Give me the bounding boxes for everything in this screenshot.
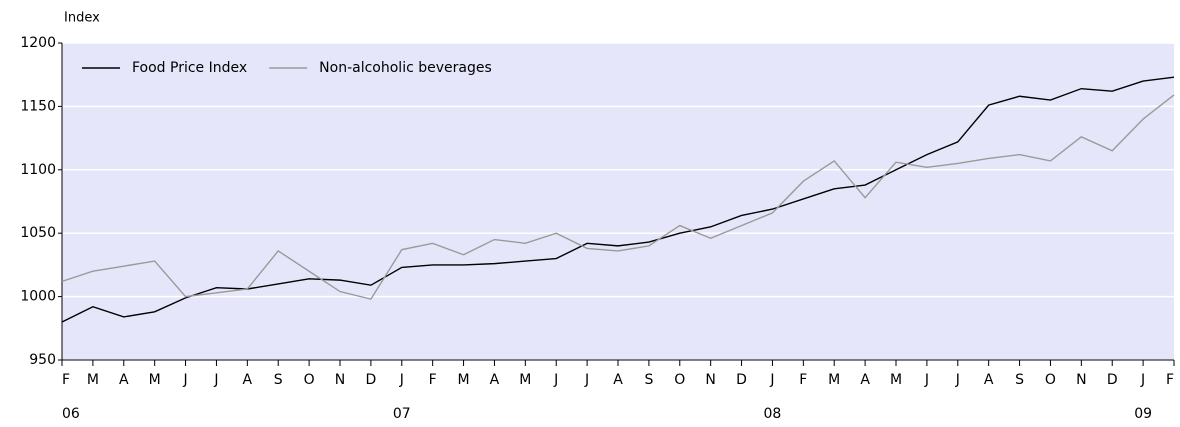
x-tick-label: F (799, 372, 807, 388)
y-tick-label: 1000 (20, 289, 56, 305)
x-tick-label: A (119, 372, 129, 388)
x-tick-label: F (62, 372, 70, 388)
x-tick-label: S (644, 372, 653, 388)
x-tick-label: J (182, 372, 187, 388)
x-tick-label: N (335, 372, 345, 388)
y-tick-label: 1150 (20, 98, 56, 114)
x-tick-label: S (274, 372, 283, 388)
x-tick-label: A (984, 372, 994, 388)
x-tick-label: N (1076, 372, 1086, 388)
x-tick-label: M (149, 372, 161, 388)
x-tick-label: J (924, 372, 929, 388)
y-tick-label: 1050 (20, 225, 56, 241)
x-tick-label: M (458, 372, 470, 388)
x-tick-label: O (1045, 372, 1056, 388)
x-tick-label: M (519, 372, 531, 388)
x-tick-label: J (213, 372, 218, 388)
x-tick-label: A (243, 372, 253, 388)
x-tick-label: J (955, 372, 960, 388)
x-tick-label: N (705, 372, 715, 388)
x-tick-label: O (304, 372, 315, 388)
legend-label: Non-alcoholic beverages (319, 60, 492, 76)
x-tick-label: J (584, 372, 589, 388)
y-tick-label: 1200 (20, 35, 56, 51)
year-label: 09 (1134, 406, 1152, 422)
y-axis-label: Index (64, 11, 100, 26)
year-label: 06 (62, 406, 80, 422)
plot-background (62, 43, 1174, 360)
x-tick-label: J (769, 372, 774, 388)
x-tick-label: D (1107, 372, 1118, 388)
y-tick-label: 950 (29, 352, 56, 368)
x-tick-label: J (1140, 372, 1145, 388)
x-tick-label: M (828, 372, 840, 388)
x-tick-label: S (1015, 372, 1024, 388)
x-tick-label: A (860, 372, 870, 388)
legend-label: Food Price Index (132, 60, 247, 76)
year-label: 07 (393, 406, 411, 422)
x-tick-label: M (87, 372, 99, 388)
x-tick-label: F (429, 372, 437, 388)
x-tick-label: A (613, 372, 623, 388)
x-tick-label: J (399, 372, 404, 388)
x-tick-label: O (674, 372, 685, 388)
x-tick-label: D (365, 372, 376, 388)
x-tick-label: M (890, 372, 902, 388)
year-label: 08 (764, 406, 782, 422)
series-line (61, 94, 1175, 300)
y-tick-label: 1100 (20, 162, 56, 178)
x-tick-label: J (553, 372, 558, 388)
x-tick-label: F (1166, 372, 1174, 388)
x-tick-label: A (490, 372, 500, 388)
x-tick-label: D (736, 372, 747, 388)
